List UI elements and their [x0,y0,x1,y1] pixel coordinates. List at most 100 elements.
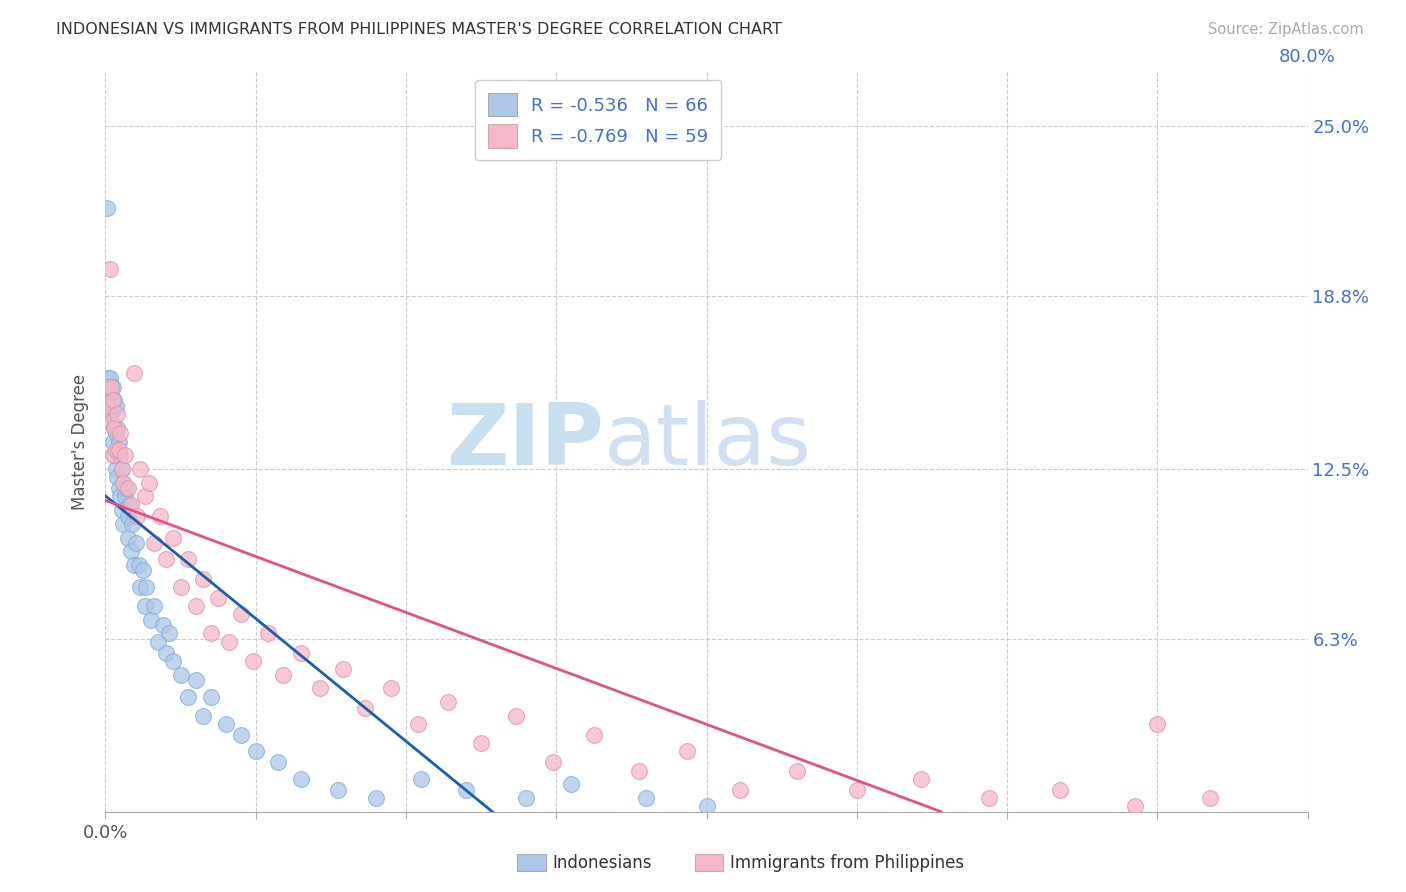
Point [98,371,121,385]
Point [139,613,162,627]
Point [1049,782,1071,797]
Point [98,388,121,402]
Point [103,393,125,408]
Legend: R = -0.536   N = 66, R = -0.769   N = 59: R = -0.536 N = 66, R = -0.769 N = 59 [475,80,721,161]
Point [229,728,252,742]
Point [200,626,222,640]
Point [290,646,312,660]
Point [111,462,134,476]
Point [111,503,134,517]
Point [122,558,145,572]
Point [162,654,184,668]
Point [134,599,156,613]
Point [114,448,136,462]
Text: atlas: atlas [605,400,813,483]
Point [120,498,142,512]
Point [332,662,354,676]
Point [138,475,160,490]
Point [101,380,124,394]
Point [184,599,207,613]
Text: Source: ZipAtlas.com: Source: ZipAtlas.com [1208,22,1364,37]
Point [103,421,125,435]
Point [627,764,650,778]
Point [132,563,155,577]
Point [100,415,122,429]
Point [256,626,278,640]
Point [117,508,139,523]
Point [96,380,118,394]
Point [118,498,141,512]
Point [696,799,718,814]
Point [162,531,184,545]
Point [148,508,170,523]
Point [121,516,143,531]
Point [728,782,751,797]
Point [112,475,135,490]
Point [101,399,124,413]
Point [309,681,332,696]
Point [636,791,658,805]
Point [177,690,200,704]
Point [184,673,207,687]
Point [454,782,477,797]
Point [107,421,129,435]
Point [117,481,139,495]
Point [1199,791,1222,805]
Point [129,580,152,594]
Point [97,399,120,413]
Point [115,481,138,495]
Point [200,690,222,704]
Point [541,756,564,770]
Point [229,607,252,622]
Text: INDONESIAN VS IMMIGRANTS FROM PHILIPPINES MASTER'S DEGREE CORRELATION CHART: INDONESIAN VS IMMIGRANTS FROM PHILIPPINE… [56,22,782,37]
Point [364,791,387,805]
Point [328,782,350,797]
Y-axis label: Master's Degree: Master's Degree [72,374,90,509]
Point [218,634,240,648]
FancyBboxPatch shape [517,854,546,871]
Point [845,782,868,797]
Point [214,717,236,731]
Point [271,667,294,681]
Point [96,202,118,216]
Point [134,489,156,503]
Point [104,399,127,413]
Point [470,736,492,750]
Point [98,261,121,276]
Point [676,744,699,758]
Point [107,470,129,484]
Point [267,756,290,770]
Point [125,508,148,523]
Point [515,791,537,805]
Point [110,426,132,441]
Point [107,407,129,421]
Point [1123,799,1146,814]
Point [142,536,165,550]
Point [108,434,131,449]
Point [114,489,136,503]
Point [117,531,139,545]
Point [108,442,131,457]
Point [100,380,122,394]
Point [207,591,229,605]
Point [406,717,429,731]
Point [100,380,122,394]
Point [380,681,402,696]
Point [910,772,932,786]
Point [437,695,460,709]
FancyBboxPatch shape [695,854,723,871]
Point [104,462,127,476]
Point [101,393,124,408]
Point [157,626,180,640]
Point [110,489,132,503]
Point [142,599,165,613]
Point [98,412,121,426]
Point [110,448,132,462]
Point [245,744,267,758]
Point [977,791,1000,805]
Point [582,728,605,742]
Point [191,708,214,723]
Point [129,462,152,476]
Point [354,700,377,714]
Text: Indonesians: Indonesians [553,854,652,871]
